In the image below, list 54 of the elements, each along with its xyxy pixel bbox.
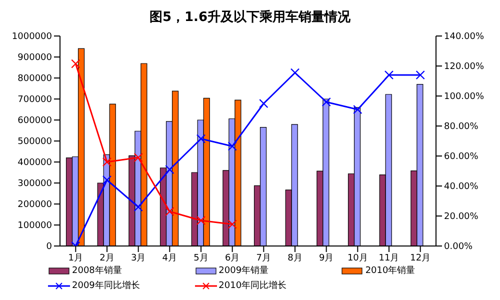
legend-label: 2010年同比增长 [218, 280, 287, 292]
point [102, 175, 112, 185]
y-tick-label: 700000 [18, 95, 52, 106]
x-tick-label: 6月 [224, 253, 240, 264]
x-tick-label: 8月 [288, 253, 302, 264]
point [228, 220, 237, 229]
point [196, 216, 206, 226]
x-tick-label: 3月 [130, 253, 146, 264]
legend-label: 2010年销量 [365, 264, 416, 277]
point [71, 59, 80, 68]
y-tick-label: 0 [46, 242, 52, 252]
x-tick-label: 9月 [318, 253, 334, 264]
y-tick-label: 800000 [18, 74, 52, 84]
y-tick-label: 300000 [18, 179, 52, 190]
point [259, 98, 268, 108]
point [102, 157, 112, 167]
x-tick-label: 10月 [347, 253, 368, 264]
point [353, 104, 362, 114]
y-tick-label: 100000 [18, 221, 52, 232]
point [134, 152, 143, 162]
chart-title: 图5，1.6升及以下乘用车销量情况 [148, 8, 352, 27]
y-tick-label: 900000 [18, 53, 52, 64]
x-tick-label: 5月 [194, 253, 208, 264]
y2-tick-label: 100.00% [444, 92, 484, 102]
point [165, 164, 174, 174]
y2-tick-label: 40.00% [444, 182, 479, 192]
point [322, 97, 331, 107]
y-tick-label: 200000 [18, 200, 52, 210]
x-tick-label: 2月 [100, 253, 114, 264]
y-tick-label: 1000000 [12, 32, 52, 42]
y-tick-label: 400000 [18, 158, 52, 168]
y2-tick-label: 120.00% [444, 62, 484, 72]
x-tick-label: 11月 [378, 253, 400, 264]
y2-tick-label: 0.00% [444, 242, 474, 252]
x-tick-label: 1月 [68, 253, 84, 264]
point [384, 70, 394, 80]
y-tick-label: 500000 [18, 137, 52, 148]
x-tick-label: 7月 [256, 253, 272, 264]
y2-tick-label: 20.00% [444, 212, 479, 222]
y2-tick-label: 80.00% [444, 122, 479, 132]
y-tick-label: 600000 [18, 116, 52, 126]
point [134, 202, 143, 212]
legend-label: 2009年销量 [218, 264, 269, 277]
x-tick-label: 12月 [410, 253, 431, 264]
point [196, 134, 206, 144]
point [416, 70, 425, 80]
x-tick-label: 4月 [162, 253, 178, 264]
legend-label: 2008年销量 [72, 264, 122, 277]
legend-label: 2009年同比增长 [72, 280, 140, 292]
point [165, 206, 174, 216]
y2-tick-label: 60.00% [444, 152, 479, 162]
point [290, 68, 300, 78]
point [228, 142, 237, 151]
y2-tick-label: 140.00% [444, 32, 484, 42]
